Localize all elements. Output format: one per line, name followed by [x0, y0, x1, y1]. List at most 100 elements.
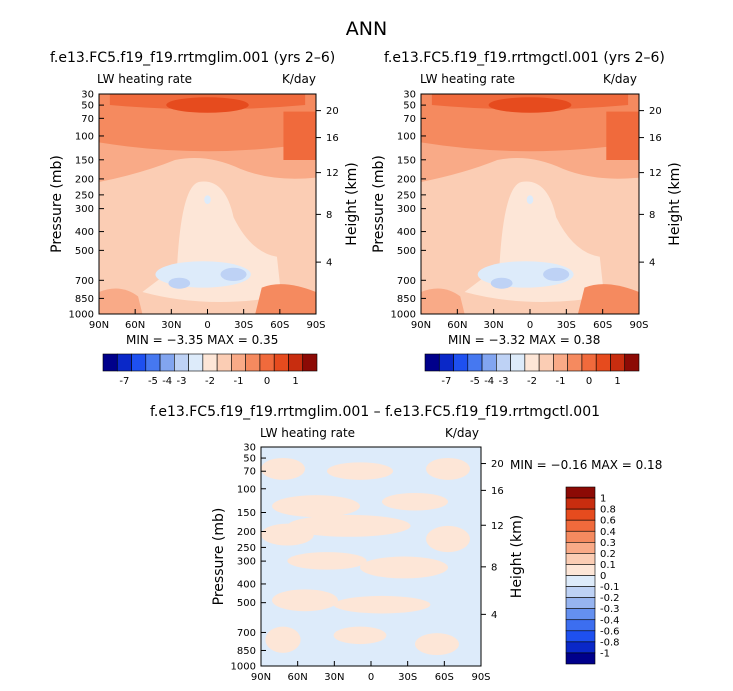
colorbar-swatch: [565, 486, 596, 499]
pressure-tick-label: 700: [397, 276, 416, 287]
pressure-tick-label: 50: [243, 454, 256, 465]
colorbar-swatch: [102, 353, 118, 372]
latitude-tick-label: 60S: [593, 320, 612, 331]
pressure-tick-label: 70: [403, 114, 416, 125]
panel1-units: K/day: [282, 72, 316, 86]
colorbar-swatch: [565, 519, 596, 532]
pressure-tick-label: 200: [237, 527, 256, 538]
pressure-tick-label: 500: [397, 246, 416, 257]
latitude-tick-label: 30S: [234, 320, 253, 331]
height-tick-label: 4: [491, 610, 497, 621]
colorbar-label: -7: [441, 376, 451, 387]
latitude-tick-label: 30N: [161, 320, 181, 331]
latitude-tick-label: 90N: [251, 672, 271, 683]
colorbar-swatch: [524, 353, 540, 372]
colorbar-swatch: [145, 353, 161, 372]
colorbar-swatch: [231, 353, 246, 372]
colorbar-swatch: [565, 530, 596, 543]
latitude-tick-label: 30N: [324, 672, 344, 683]
pressure-axis-title: Pressure (mb): [211, 508, 227, 606]
colorbar-swatch: [174, 353, 189, 372]
field-band: [265, 626, 301, 653]
latitude-tick-label: 60S: [270, 320, 289, 331]
field-band: [261, 457, 305, 480]
colorbar-label: -0.2: [600, 593, 620, 604]
latitude-tick-label: 60N: [288, 672, 308, 683]
field-band: [261, 523, 314, 546]
colorbar-label: -2: [527, 376, 537, 387]
pressure-tick-label: 200: [75, 174, 94, 185]
height-tick-label: 8: [649, 210, 655, 221]
height-tick-label: 12: [491, 521, 504, 532]
colorbar-swatch: [538, 353, 554, 372]
panel1-stats: MIN = −3.35 MAX = 0.35: [126, 333, 279, 347]
panel1-title: f.e13.FC5.f19_f19.rrtmglim.001 (yrs 2–6): [50, 50, 336, 66]
latitude-tick-label: 30N: [484, 320, 504, 331]
height-axis-title: Height (km): [509, 515, 525, 598]
pressure-tick-label: 100: [237, 484, 256, 495]
field-band: [287, 514, 411, 537]
colorbar-label: -2: [205, 376, 215, 387]
colorbar-swatch: [565, 630, 596, 643]
pressure-tick-label: 300: [75, 204, 94, 215]
field-band: [577, 284, 639, 314]
colorbar-swatch: [565, 641, 596, 654]
colorbar-swatch: [288, 353, 304, 372]
pressure-tick-label: 100: [397, 131, 416, 142]
pressure-tick-label: 700: [75, 276, 94, 287]
pressure-tick-label: 150: [237, 508, 256, 519]
colorbar-swatch: [565, 575, 596, 587]
height-tick-label: 4: [649, 258, 655, 269]
colorbar-swatch: [565, 597, 596, 609]
panel1-variable: LW heating rate: [97, 72, 193, 86]
latitude-tick-label: 30S: [398, 672, 417, 683]
colorbar-label: 0: [586, 376, 592, 387]
colorbar-swatch: [565, 497, 596, 510]
pressure-tick-label: 850: [397, 294, 416, 305]
colorbar-swatch: [202, 353, 218, 372]
height-tick-label: 16: [649, 133, 662, 144]
colorbar-label: -3: [176, 376, 186, 387]
field-band: [426, 525, 470, 553]
colorbar-label: -5: [148, 376, 158, 387]
colorbar-label: -7: [119, 376, 129, 387]
colorbar-label: 0: [600, 571, 606, 582]
pressure-tick-label: 100: [75, 131, 94, 142]
contour-field: [99, 94, 316, 314]
colorbar-label: 0.2: [600, 549, 616, 560]
pressure-tick-label: 500: [75, 246, 94, 257]
pressure-tick-label: 300: [237, 557, 256, 568]
pressure-tick-label: 1000: [231, 662, 256, 673]
colorbar-label: -0.1: [600, 582, 620, 593]
latitude-tick-label: 60S: [435, 672, 454, 683]
height-axis-title: Height (km): [344, 162, 360, 245]
colorbar-swatch: [565, 564, 596, 576]
colorbar-swatch: [438, 353, 454, 372]
field-band: [526, 195, 534, 205]
colorbar-label: -0.8: [600, 637, 620, 648]
colorbar-swatch: [496, 353, 511, 372]
latitude-tick-label: 0: [368, 672, 374, 683]
colorbar-label: -0.4: [600, 615, 620, 626]
height-axis-title: Height (km): [667, 162, 683, 245]
colorbar-label: -3: [498, 376, 508, 387]
field-band: [421, 94, 639, 152]
pressure-tick-label: 1000: [69, 310, 94, 321]
field-band: [327, 462, 393, 480]
field-band: [204, 195, 211, 205]
pressure-tick-label: 1000: [391, 310, 416, 321]
latitude-tick-label: 60N: [125, 320, 145, 331]
latitude-tick-label: 30S: [557, 320, 576, 331]
colorbar-swatch: [565, 542, 596, 554]
pressure-tick-label: 70: [243, 467, 256, 478]
pressure-tick-label: 50: [81, 101, 94, 112]
colorbar-swatch: [624, 353, 640, 372]
pressure-axis-title: Pressure (mb): [371, 155, 387, 253]
height-tick-label: 8: [326, 210, 332, 221]
field-band: [287, 552, 367, 570]
pressure-axis-title: Pressure (mb): [49, 155, 65, 253]
field-band: [168, 277, 191, 289]
field-band: [333, 595, 431, 614]
colorbar-swatch: [424, 353, 440, 372]
